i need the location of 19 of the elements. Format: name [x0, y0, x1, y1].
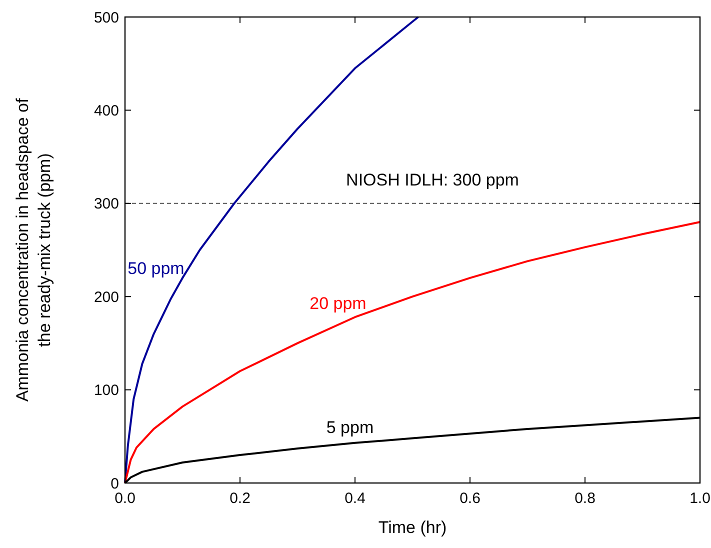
x-tick-label: 0.8	[574, 490, 596, 507]
x-tick-label: 0.0	[114, 490, 136, 507]
line-series	[124, 221, 701, 484]
y-axis-title: Ammonia concentration in headspace of the ready-mix truck (ppm)	[13, 98, 54, 402]
x-axis-title: Time (hr)	[378, 518, 447, 537]
y-tick-label: 500	[94, 9, 119, 26]
x-tick-label: 1.0	[690, 490, 710, 507]
y-tick-label: 200	[94, 288, 119, 306]
y-tick-label: 100	[94, 382, 119, 400]
y-tick-label: 300	[94, 196, 119, 213]
x-tick-label: 0.2	[230, 490, 250, 507]
series-label: 5 ppm	[326, 418, 374, 437]
ref-line-label: NIOSH IDLH: 300 ppm	[346, 170, 519, 190]
x-tick-label: 0.4	[344, 490, 366, 507]
y-tick-label: 400	[94, 102, 119, 120]
y-tick-label: 0	[110, 475, 119, 492]
series-label: 50 ppm	[128, 258, 184, 278]
series-label: 20 ppm	[310, 294, 366, 313]
x-tick-label: 0.6	[460, 490, 480, 507]
